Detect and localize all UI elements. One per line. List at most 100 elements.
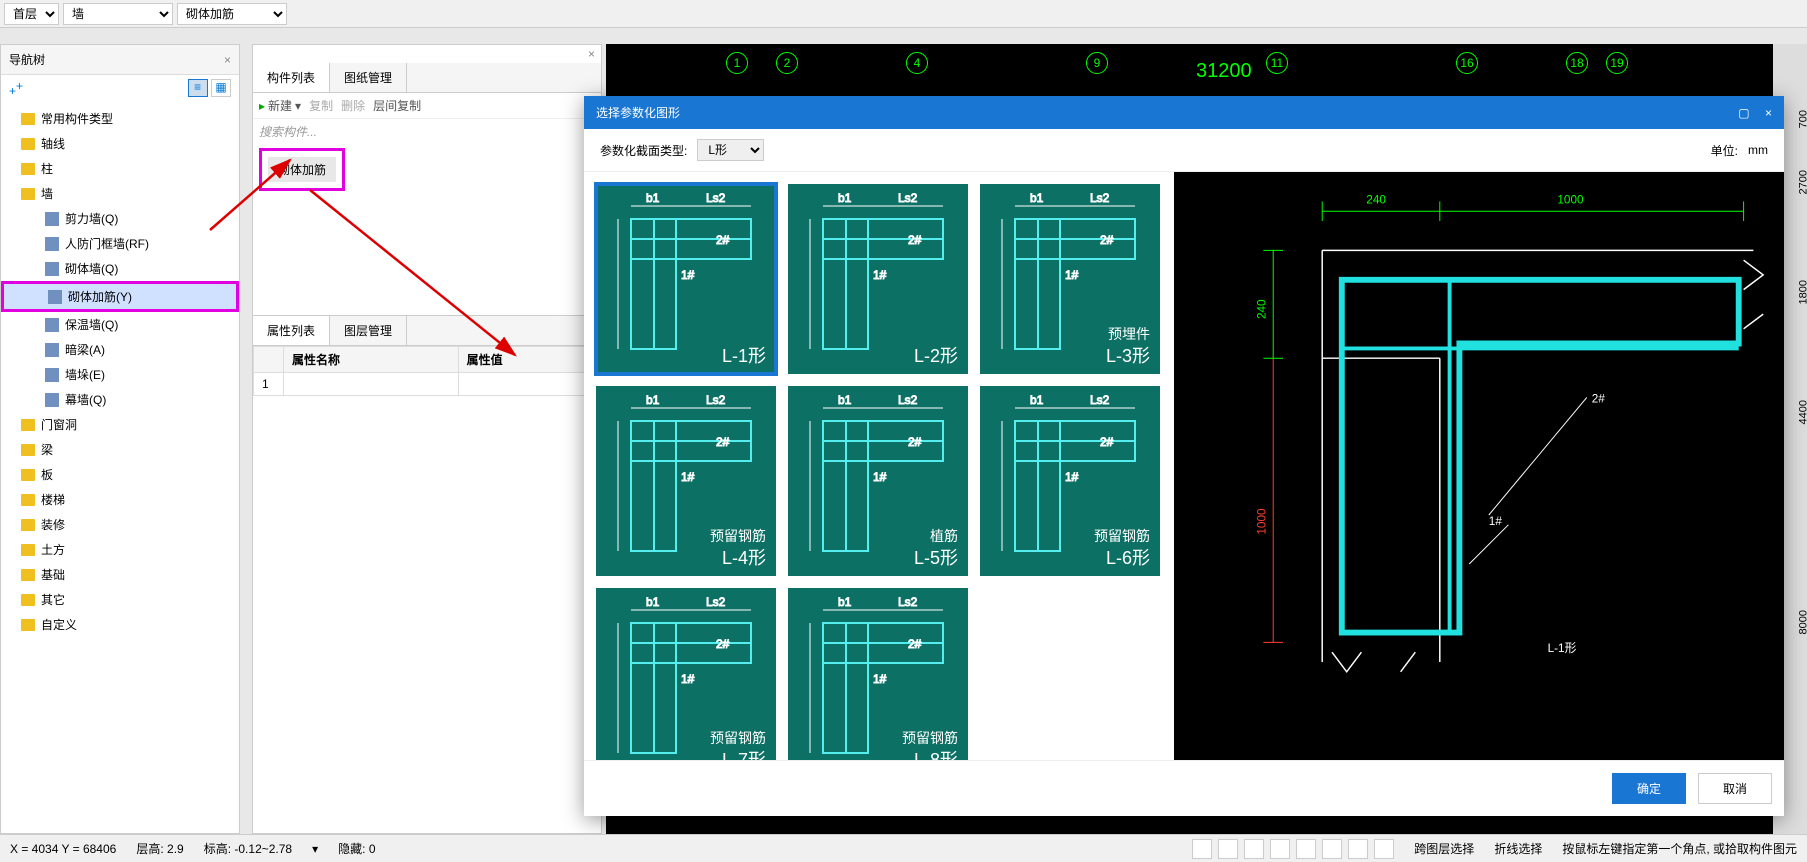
shape-thumb[interactable]: b1Ls21#2#植筋L-5形 [788,386,968,576]
unit-label: 单位: [1711,142,1738,159]
tree-item[interactable]: 装修 [1,512,239,537]
tree-sub-item[interactable]: 墙垛(E) [1,362,239,387]
ok-button[interactable]: 确定 [1612,773,1686,804]
close-icon[interactable]: × [588,47,595,61]
nav-title: 导航树 [9,51,45,68]
layer-copy-button[interactable]: 层间复制 [373,97,421,114]
table-row[interactable]: 1 [254,373,601,396]
new-button[interactable]: ▸新建 ▾ [259,97,301,114]
svg-text:1#: 1# [681,268,695,282]
tree-sub-item[interactable]: 保温墙(Q) [1,312,239,337]
tree-sub-item[interactable]: 剪力墙(Q) [1,206,239,231]
dialog-footer: 确定 取消 [584,760,1784,816]
tree-item[interactable]: 楼梯 [1,487,239,512]
list-view-icon[interactable]: ≡ [188,79,208,97]
tool-icon[interactable] [1192,839,1212,859]
delete-button[interactable]: 删除 [341,97,365,114]
tool-icon[interactable] [1270,839,1290,859]
ruler-label: 8000 [1797,610,1807,634]
tree-item[interactable]: 土方 [1,537,239,562]
svg-text:b1: b1 [646,191,660,205]
component-toolbar: ▸新建 ▾ 复制 删除 层间复制 [253,93,601,119]
type-label: 参数化截面类型: [600,142,687,159]
tool-icon[interactable] [1296,839,1316,859]
shape-thumb[interactable]: b1Ls21#2#预留钢筋L-7形 [596,588,776,760]
wall-icon [45,262,59,276]
grid-view-icon[interactable]: ▦ [211,79,231,97]
folder-icon [21,113,35,125]
shape-thumb[interactable]: b1Ls21#2#预留钢筋L-8形 [788,588,968,760]
shape-thumb[interactable]: b1Ls21#2#预留钢筋L-4形 [596,386,776,576]
polyline-select[interactable]: 折线选择 [1494,840,1542,857]
folder-icon [21,163,35,175]
svg-text:1#: 1# [681,672,695,686]
component-tag[interactable]: 砌体加筋 [268,157,336,182]
folder-icon [21,594,35,606]
ruler-label: 4400 [1797,400,1807,424]
svg-text:2#: 2# [908,637,922,651]
cross-layer-select[interactable]: 跨图层选择 [1414,840,1474,857]
tree-item[interactable]: 墙 [1,181,239,206]
tree-item[interactable]: 门窗洞 [1,412,239,437]
tree-item[interactable]: 常用构件类型 [1,106,239,131]
type-select[interactable]: L形 [697,139,764,161]
shape-thumb[interactable]: b1Ls21#2#L-2形 [788,184,968,374]
shape-thumb[interactable]: b1Ls21#2#L-1形 [596,184,776,374]
tree-sub-item[interactable]: 人防门框墙(RF) [1,231,239,256]
grid-marker: 1 [726,52,748,74]
tree-item[interactable]: 板 [1,462,239,487]
tree-sub-item[interactable]: 暗梁(A) [1,337,239,362]
tree-item[interactable]: 柱 [1,156,239,181]
dialog-titlebar[interactable]: 选择参数化图形 ▢ × [584,96,1784,129]
svg-text:1#: 1# [681,470,695,484]
svg-text:240: 240 [1255,299,1268,319]
close-icon[interactable]: × [1765,106,1772,120]
folder-icon [21,494,35,506]
tab-component-list[interactable]: 构件列表 [253,63,330,92]
folder-icon [21,519,35,531]
tool-icon[interactable] [1348,839,1368,859]
ruler-label: 2700 [1797,170,1807,194]
tree-sub-item[interactable]: 砌体加筋(Y) [1,281,239,312]
tool-icon[interactable] [1374,839,1394,859]
tree-item[interactable]: 梁 [1,437,239,462]
copy-button[interactable]: 复制 [309,97,333,114]
close-icon[interactable]: × [224,53,231,67]
tree-sub-item[interactable]: 砌体墙(Q) [1,256,239,281]
tree-item[interactable]: 自定义 [1,612,239,637]
elev-dropdown-icon[interactable]: ▾ [312,842,318,856]
wall-icon [45,212,59,226]
tool-icon[interactable] [1244,839,1264,859]
tree-sub-item[interactable]: 幕墙(Q) [1,387,239,412]
svg-text:b1: b1 [1030,191,1044,205]
folder-icon [21,619,35,631]
property-table: 属性名称属性值 1 [253,346,601,396]
search-input[interactable]: 搜索构件... [253,119,601,144]
tool-icon[interactable] [1218,839,1238,859]
maximize-icon[interactable]: ▢ [1738,106,1749,120]
tree-item[interactable]: 轴线 [1,131,239,156]
svg-text:2#: 2# [1592,392,1606,405]
floor-select[interactable]: 首层 [4,3,59,25]
cancel-button[interactable]: 取消 [1698,773,1772,804]
tree-item[interactable]: 基础 [1,562,239,587]
category-select[interactable]: 墙 [63,3,173,25]
status-tip: 按鼠标左键指定第一个角点, 或拾取构件图元 [1562,840,1797,857]
svg-text:2#: 2# [908,435,922,449]
tab-drawing-mgmt[interactable]: 图纸管理 [330,63,407,92]
dialog-options: 参数化截面类型: L形 单位: mm [584,129,1784,172]
nav-title-bar: 导航树 × [1,45,239,75]
shape-thumb[interactable]: b1Ls21#2#预埋件L-3形 [980,184,1160,374]
tab-properties[interactable]: 属性列表 [253,316,330,345]
shape-thumb[interactable]: b1Ls21#2#预留钢筋L-6形 [980,386,1160,576]
tool-icon[interactable] [1322,839,1342,859]
svg-text:2#: 2# [1100,435,1114,449]
tab-layer-mgmt[interactable]: 图层管理 [330,316,407,345]
svg-text:1#: 1# [873,470,887,484]
nav-tree: 常用构件类型轴线柱墙剪力墙(Q)人防门框墙(RF)砌体墙(Q)砌体加筋(Y)保温… [1,102,239,830]
tree-item[interactable]: 其它 [1,587,239,612]
svg-text:b1: b1 [838,393,852,407]
svg-text:1#: 1# [873,672,887,686]
nav-tools[interactable]: ++ ≡ ▦ [1,75,239,102]
component-select[interactable]: 砌体加筋 [177,3,287,25]
